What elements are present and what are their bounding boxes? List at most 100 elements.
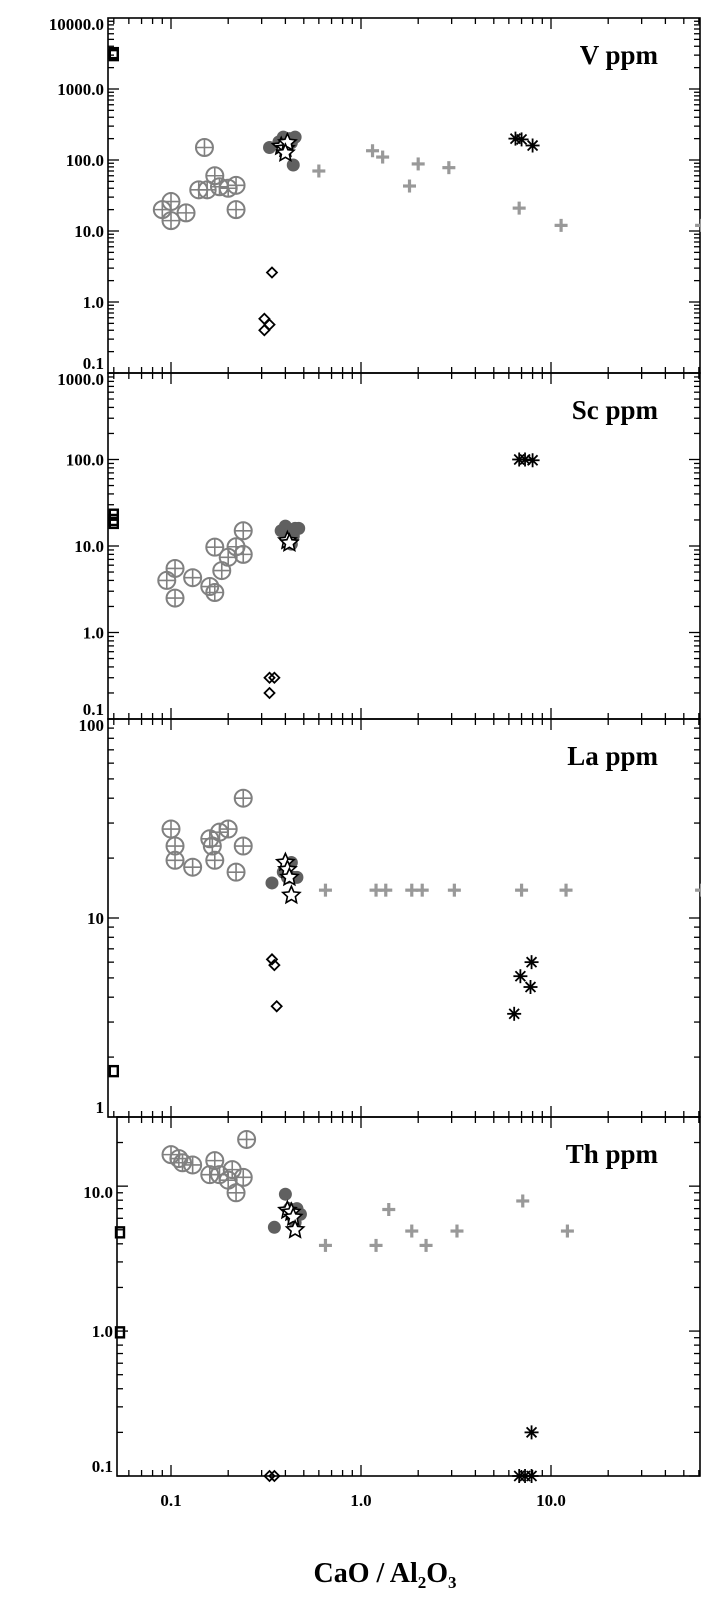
asterisk-marker <box>513 969 527 983</box>
circle-plus-marker <box>220 821 237 838</box>
plus-marker <box>312 164 325 177</box>
circle-plus-marker <box>228 1184 245 1201</box>
plus-marker <box>416 884 429 897</box>
panel-title: Th ppm <box>566 1139 659 1169</box>
y-tick-label: 10.0 <box>83 1183 113 1202</box>
plus-marker <box>420 1239 433 1252</box>
plus-marker <box>379 884 392 897</box>
circle-plus-marker <box>228 201 245 218</box>
x-axis-tick-labels: 0.1 1.0 10.0 <box>160 1491 566 1510</box>
plus-marker <box>516 1194 529 1207</box>
x-tick-label: 10.0 <box>536 1491 566 1510</box>
plus-marker <box>450 1225 463 1238</box>
plus-marker <box>442 161 455 174</box>
y-tick-label: 0.1 <box>92 1457 113 1476</box>
circle-plus-marker <box>235 1169 252 1186</box>
panel-frame <box>108 18 700 373</box>
plus-marker <box>513 202 526 215</box>
circle-plus-marker <box>158 572 175 589</box>
filled-circle-marker <box>287 159 300 172</box>
filled-circle-marker <box>279 1188 292 1201</box>
circle-plus-marker <box>196 139 213 156</box>
filled-circle-marker <box>268 1221 281 1234</box>
plus-marker <box>405 1225 418 1238</box>
plus-marker <box>382 1203 395 1216</box>
filled-circle-marker <box>265 876 278 889</box>
circle-plus-marker <box>235 838 252 855</box>
y-tick-label: 100.0 <box>66 451 104 470</box>
square-marker <box>116 1327 124 1337</box>
y-tick-label: 10.0 <box>74 537 104 556</box>
panel-title: V ppm <box>580 40 659 70</box>
asterisk-marker <box>523 980 537 994</box>
asterisk-marker <box>526 139 540 153</box>
y-tick-label: 1000.0 <box>57 80 104 99</box>
circle-plus-marker <box>235 522 252 539</box>
square-marker <box>110 1066 118 1076</box>
square-marker <box>116 1227 124 1237</box>
plus-marker <box>448 884 461 897</box>
plus-marker <box>376 151 389 164</box>
y-tick-label: 10 <box>87 909 104 928</box>
diamond-marker <box>265 688 275 698</box>
asterisk-marker <box>526 453 540 467</box>
y-tick-label: 1.0 <box>83 624 104 643</box>
circle-plus-marker <box>228 177 245 194</box>
circle-plus-marker <box>163 193 180 210</box>
asterisk-marker <box>507 1007 521 1021</box>
plus-marker <box>370 1239 383 1252</box>
plus-marker <box>319 884 332 897</box>
plus-marker <box>403 180 416 193</box>
circle-plus-marker <box>163 821 180 838</box>
circle-plus-marker <box>206 852 223 869</box>
y-tick-label: 1.0 <box>92 1322 113 1341</box>
y-tick-label: 1000.0 <box>57 370 104 389</box>
star-marker <box>283 886 300 902</box>
circle-plus-marker <box>178 204 195 221</box>
plus-marker <box>695 219 701 232</box>
plus-marker <box>515 884 528 897</box>
panel-frame <box>117 1117 700 1476</box>
asterisk-marker <box>525 955 539 969</box>
asterisk-marker <box>525 1469 539 1483</box>
circle-plus-marker <box>184 569 201 586</box>
circle-plus-marker <box>167 560 184 577</box>
circle-plus-marker <box>167 590 184 607</box>
circle-plus-marker <box>228 864 245 881</box>
x-tick-label: 0.1 <box>160 1491 181 1510</box>
plus-marker <box>555 219 568 232</box>
plus-marker <box>560 884 573 897</box>
y-tick-label: 10.0 <box>74 222 104 241</box>
y-tick-label: 100.0 <box>66 151 104 170</box>
asterisk-marker <box>515 132 529 146</box>
circle-plus-marker <box>184 859 201 876</box>
circle-plus-marker <box>184 1156 201 1173</box>
circle-plus-marker <box>206 167 223 184</box>
plus-marker <box>319 1239 332 1252</box>
filled-circle-marker <box>292 522 305 535</box>
plus-marker <box>695 884 701 897</box>
circle-plus-marker <box>167 852 184 869</box>
panel-4: 0.1 1.0 10.0 Th ppm <box>83 1117 700 1483</box>
asterisk-marker <box>525 1425 539 1439</box>
panel-title: Sc ppm <box>572 395 659 425</box>
circle-plus-marker <box>220 1172 237 1189</box>
diamond-marker <box>272 1001 282 1011</box>
y-tick-label: 1.0 <box>83 293 104 312</box>
plus-marker <box>366 144 379 157</box>
panel-title: La ppm <box>567 741 658 771</box>
x-axis-label: CaO / Al2O3 <box>313 1558 456 1592</box>
circle-plus-marker <box>206 584 223 601</box>
circle-plus-marker <box>238 1131 255 1148</box>
y-tick-label: 100 <box>79 716 105 735</box>
circle-plus-marker <box>235 790 252 807</box>
diamond-marker <box>267 268 277 278</box>
circle-plus-marker <box>235 546 252 563</box>
x-tick-label: 1.0 <box>350 1491 371 1510</box>
